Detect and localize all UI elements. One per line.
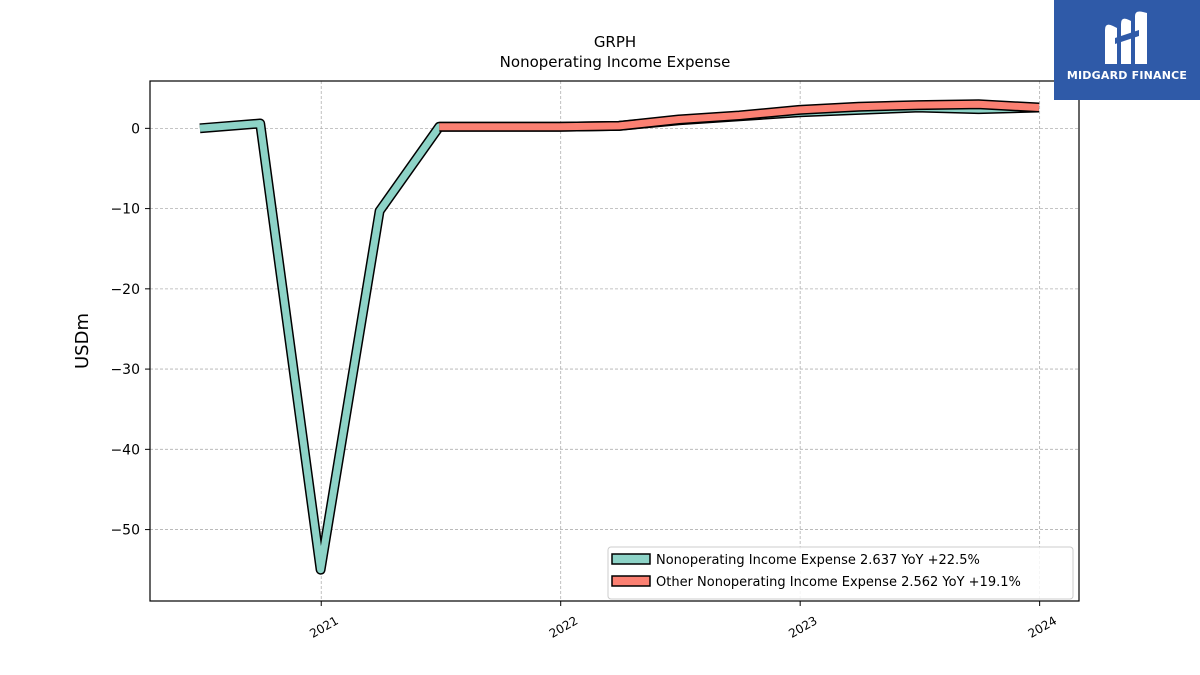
y-tick-label: −20	[110, 282, 140, 298]
x-tick-label: 2021	[307, 613, 340, 640]
legend-label: Other Nonoperating Income Expense 2.562 …	[656, 575, 1021, 590]
legend: Nonoperating Income Expense 2.637 YoY +2…	[607, 546, 1074, 600]
x-tick-label: 2024	[1026, 613, 1059, 640]
series-outline-1	[199, 102, 1040, 575]
plot-frame	[149, 80, 1080, 602]
legend-box	[607, 546, 1074, 600]
midgard-finance-logo: MIDGARD FINANCE	[1054, 0, 1200, 100]
grid	[150, 81, 1079, 601]
series-line-1	[199, 104, 1040, 574]
x-tick-label: 2022	[547, 613, 580, 640]
x-tick-label: 2023	[786, 613, 819, 640]
chart-title: GRPH	[594, 33, 636, 51]
series-line-2	[439, 100, 1040, 131]
midgard-logo-mark-icon	[1105, 11, 1147, 65]
chart-subtitle: Nonoperating Income Expense	[500, 53, 731, 71]
y-tick-label: −30	[110, 362, 140, 378]
y-tick-label: −40	[110, 442, 140, 458]
legend-swatch	[611, 553, 651, 565]
y-tick-label: −10	[110, 202, 140, 218]
legend-swatch	[611, 575, 651, 587]
y-tick-label: −50	[110, 523, 140, 539]
legend-label: Nonoperating Income Expense 2.637 YoY +2…	[656, 553, 980, 568]
series-layer	[199, 99, 1040, 575]
brand-name: MIDGARD FINANCE	[1066, 69, 1188, 82]
y-tick-label: 0	[131, 121, 140, 137]
y-axis-label: USDm	[72, 313, 93, 369]
